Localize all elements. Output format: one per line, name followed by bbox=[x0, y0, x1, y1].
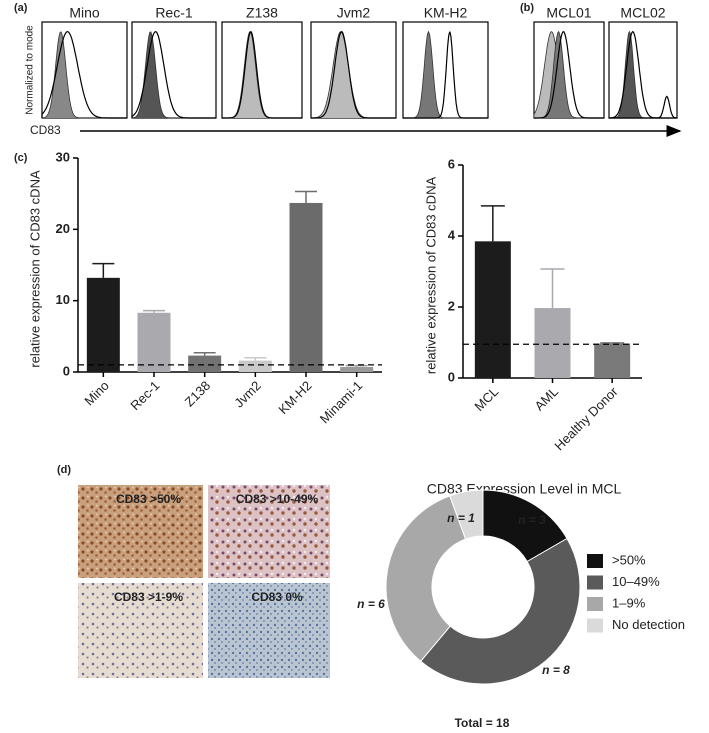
bar bbox=[289, 202, 323, 372]
histogram-curve bbox=[403, 31, 488, 119]
panel-label: (d) bbox=[57, 464, 71, 476]
bar bbox=[188, 355, 222, 372]
y-axis-title: relative expression of CD83 cDNA bbox=[423, 177, 438, 375]
x-axis-title: CD83 bbox=[30, 123, 61, 137]
donut-segment bbox=[385, 495, 467, 663]
value-label: n = 6 bbox=[357, 597, 385, 611]
panel-title: KM-H2 bbox=[424, 5, 468, 21]
bar bbox=[86, 277, 120, 372]
x-tick-label: MCL bbox=[471, 384, 501, 414]
histogram-curve bbox=[533, 31, 604, 119]
histogram-curve bbox=[534, 31, 604, 119]
panel-title: Mino bbox=[69, 5, 100, 21]
panel-title: Rec-1 bbox=[155, 5, 193, 21]
legend-swatch bbox=[587, 597, 603, 611]
bar bbox=[534, 308, 571, 378]
x-tick-label: Minami-1 bbox=[317, 378, 365, 426]
bar bbox=[474, 241, 511, 378]
histogram-curve bbox=[609, 95, 678, 119]
panel-label: (c) bbox=[14, 152, 28, 164]
histogram-curve bbox=[222, 30, 302, 119]
y-tick-label: 4 bbox=[448, 227, 456, 242]
histogram-curve bbox=[131, 31, 216, 119]
legend-swatch bbox=[587, 554, 603, 568]
value-label: n = 3 bbox=[518, 513, 546, 527]
histogram-curve bbox=[609, 30, 677, 119]
histogram-curve bbox=[41, 30, 127, 119]
total-label: Total = 18 bbox=[455, 716, 510, 730]
legend-label: >50% bbox=[612, 552, 646, 567]
legend-swatch bbox=[587, 575, 603, 590]
micrograph bbox=[78, 485, 203, 578]
y-tick-label: 2 bbox=[448, 298, 455, 313]
panel-title: Z138 bbox=[246, 5, 278, 21]
histogram-curve bbox=[311, 30, 396, 119]
legend-label: 10–49% bbox=[612, 574, 660, 589]
panel-title: MCL02 bbox=[620, 5, 665, 21]
x-tick-label: Z138 bbox=[182, 378, 214, 410]
histogram-curve bbox=[131, 31, 216, 119]
micrograph-caption: CD83 >1-9% bbox=[114, 590, 183, 604]
bar bbox=[340, 367, 374, 372]
micrograph bbox=[208, 583, 330, 678]
value-label: n = 8 bbox=[542, 663, 570, 677]
histogram-curve bbox=[310, 31, 396, 119]
bar bbox=[137, 312, 171, 372]
y-axis-title: relative expression of CD83 cDNA bbox=[27, 170, 42, 368]
y-tick-label: 20 bbox=[56, 221, 70, 236]
histogram-curve bbox=[41, 31, 127, 119]
micrograph-caption: CD83 0% bbox=[251, 590, 303, 604]
y-tick-label: 0 bbox=[448, 369, 455, 384]
y-tick-label: 6 bbox=[448, 156, 455, 171]
panel-frame bbox=[608, 21, 678, 119]
x-tick-label: AML bbox=[532, 384, 562, 414]
micrograph bbox=[78, 583, 203, 678]
legend-swatch bbox=[587, 618, 603, 633]
legend-label: 1–9% bbox=[612, 595, 646, 610]
micrograph bbox=[208, 485, 330, 578]
y-tick-label: 30 bbox=[56, 149, 70, 164]
bar bbox=[238, 360, 272, 372]
micrograph-caption: CD83 >10-49% bbox=[236, 492, 319, 506]
y-axis-title: Normalized to mode bbox=[25, 25, 36, 115]
y-tick-label: 10 bbox=[56, 292, 70, 307]
panel-label: (b) bbox=[520, 2, 534, 14]
panel-title: MCL01 bbox=[546, 5, 591, 21]
value-label: n = 1 bbox=[447, 511, 475, 525]
panel-title: Jvm2 bbox=[337, 5, 371, 21]
x-tick-label: Healthy Donor bbox=[551, 383, 621, 453]
legend-label: No detection bbox=[612, 617, 685, 632]
x-tick-label: Mino bbox=[81, 378, 112, 409]
x-tick-label: KM-H2 bbox=[275, 378, 314, 417]
y-tick-label: 0 bbox=[63, 363, 70, 378]
x-tick-label: Rec-1 bbox=[127, 378, 162, 413]
histogram-curve bbox=[608, 30, 677, 119]
donut-segment bbox=[449, 489, 484, 540]
donut-segment bbox=[419, 537, 581, 685]
micrograph-caption: CD83 >50% bbox=[116, 492, 181, 506]
panel-label: (a) bbox=[14, 2, 28, 14]
bar bbox=[594, 343, 631, 378]
x-tick-label: Jvm2 bbox=[231, 378, 264, 411]
